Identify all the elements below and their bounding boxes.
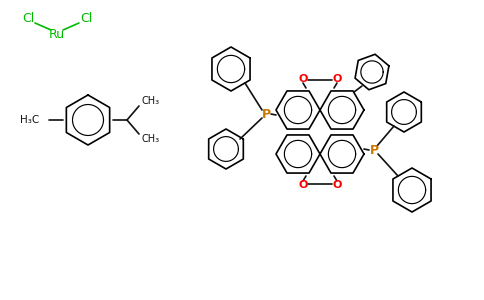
Text: H₃C: H₃C: [20, 115, 39, 125]
Text: Cl: Cl: [80, 13, 92, 26]
Text: P: P: [261, 107, 271, 121]
Text: O: O: [333, 180, 342, 190]
Text: Cl: Cl: [22, 13, 34, 26]
Text: Ru: Ru: [49, 28, 65, 41]
Text: O: O: [333, 74, 342, 84]
Text: O: O: [298, 74, 308, 84]
Text: P: P: [369, 143, 378, 157]
Text: O: O: [298, 180, 308, 190]
Text: CH₃: CH₃: [141, 134, 159, 144]
Text: CH₃: CH₃: [141, 96, 159, 106]
